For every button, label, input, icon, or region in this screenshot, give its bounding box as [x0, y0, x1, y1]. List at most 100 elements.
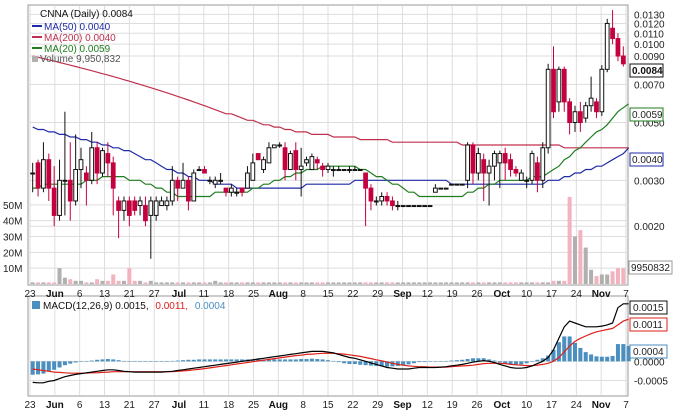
volume-bar	[170, 282, 175, 284]
macd-histogram-bar	[599, 356, 604, 362]
macd-x-tick-label: 8	[300, 400, 306, 411]
macd-histogram-bar	[449, 360, 454, 362]
signal-value-box: 0.0011	[629, 317, 668, 332]
volume-bar	[535, 282, 540, 284]
macd-x-tick-label: 19	[447, 400, 459, 411]
volume-bar	[481, 282, 486, 284]
volume-bar	[245, 282, 250, 284]
volume-bar	[487, 282, 492, 284]
macd-x-tick-label: 23	[24, 400, 36, 411]
price-x-tick-label: 12	[422, 289, 434, 300]
candle-body	[604, 22, 610, 70]
macd-histogram-bar	[497, 361, 502, 363]
volume-bar	[89, 282, 94, 284]
macd-histogram-bar	[121, 360, 126, 362]
ma20-label: 0.0059	[632, 110, 663, 121]
macd-histogram-bar	[352, 361, 357, 365]
price-x-tick-label: 17	[546, 289, 558, 300]
volume-bar	[181, 282, 186, 284]
macd-histogram-bar	[191, 359, 196, 362]
volume-bar	[336, 282, 341, 284]
candle-body	[100, 150, 105, 174]
macd-x-tick-label: 18	[223, 400, 235, 411]
volume-bar	[266, 282, 271, 284]
candle-body	[159, 200, 164, 207]
volume-bar	[288, 282, 293, 284]
candle-body	[465, 144, 470, 181]
candle-body	[481, 159, 487, 174]
candle-body	[502, 153, 508, 164]
volume-bar	[73, 280, 78, 284]
volume-bar	[325, 282, 331, 284]
volume-bar	[610, 271, 615, 284]
candle-body	[475, 153, 481, 174]
macd-histogram-bar	[164, 361, 169, 362]
candle-body	[180, 179, 186, 189]
candle-body	[234, 191, 240, 194]
legend-macd-swatch	[32, 301, 40, 309]
ma50-box-border	[629, 152, 664, 167]
volume-bar	[213, 280, 218, 284]
price-y-tick-label: 0.0070	[634, 80, 665, 91]
macd-histogram-bar	[530, 361, 535, 362]
candle-body	[594, 101, 599, 113]
macd-histogram-bar	[363, 361, 368, 366]
macd-histogram-bar	[229, 359, 234, 362]
volume-bar	[508, 282, 513, 284]
macd-histogram-bar	[454, 360, 459, 362]
candle-body	[46, 159, 52, 189]
volume-bar	[197, 282, 202, 284]
candle-body	[35, 162, 41, 189]
candle-body	[572, 111, 578, 124]
x-axis-tick-labels: 23 23 Jun Jun 6 6 13 13 21 21 27 27 Jul Jul 11 11 18 18 25…	[24, 289, 629, 411]
candle-body	[486, 165, 492, 174]
macd-histogram-bar	[57, 361, 62, 368]
volume-bar	[363, 282, 368, 284]
volume-bar	[476, 282, 481, 284]
volume-bar	[234, 282, 239, 284]
candle-body	[330, 169, 336, 172]
macd-histogram-bar	[100, 359, 105, 362]
volume-bar	[352, 282, 357, 284]
macd-histogram-bar	[111, 359, 116, 362]
macd-histogram-bar	[62, 361, 67, 366]
candle-body	[459, 183, 465, 186]
price-x-tick-label: Oct	[493, 289, 510, 300]
volume-bar	[368, 282, 373, 284]
candle-body	[169, 179, 175, 202]
candle-body	[175, 179, 181, 189]
macd-histogram-bar	[202, 359, 207, 362]
candle-body	[153, 200, 159, 216]
volume-bar	[293, 282, 298, 284]
macd-x-tick-label: 22	[347, 400, 359, 411]
macd-value-box-border	[629, 300, 668, 315]
macd-histogram-bar	[299, 359, 304, 362]
candle-body	[583, 105, 589, 119]
volume-bar	[524, 282, 529, 284]
candle-body	[62, 179, 68, 182]
macd-histogram-bar	[277, 359, 282, 362]
candle-body	[143, 205, 148, 222]
candle-body	[336, 169, 342, 172]
price-x-tick-label: 10	[521, 289, 533, 300]
macd-histogram-bar	[234, 359, 239, 362]
macd-histogram-bar	[331, 360, 336, 362]
macd-histogram-bar	[320, 359, 325, 362]
macd-histogram-bar	[492, 360, 497, 362]
candle-body	[352, 169, 358, 172]
price-x-tick-label: Aug	[269, 289, 288, 300]
volume-bar	[546, 282, 551, 284]
candle-body	[551, 68, 556, 113]
macd-histogram-bar	[46, 361, 51, 372]
candle-body	[207, 179, 213, 182]
price-x-tick-label: 29	[372, 289, 384, 300]
volume-bar	[309, 282, 314, 284]
price-y-tick-label: 0.0100	[634, 40, 665, 51]
macd-histogram-bar	[535, 359, 540, 362]
candle-body	[454, 183, 460, 186]
volume-bar	[315, 282, 320, 284]
macd-histogram-bar	[304, 359, 309, 362]
legend-macd-signal: 0.0011,	[155, 301, 188, 312]
volume-bar	[57, 268, 62, 284]
